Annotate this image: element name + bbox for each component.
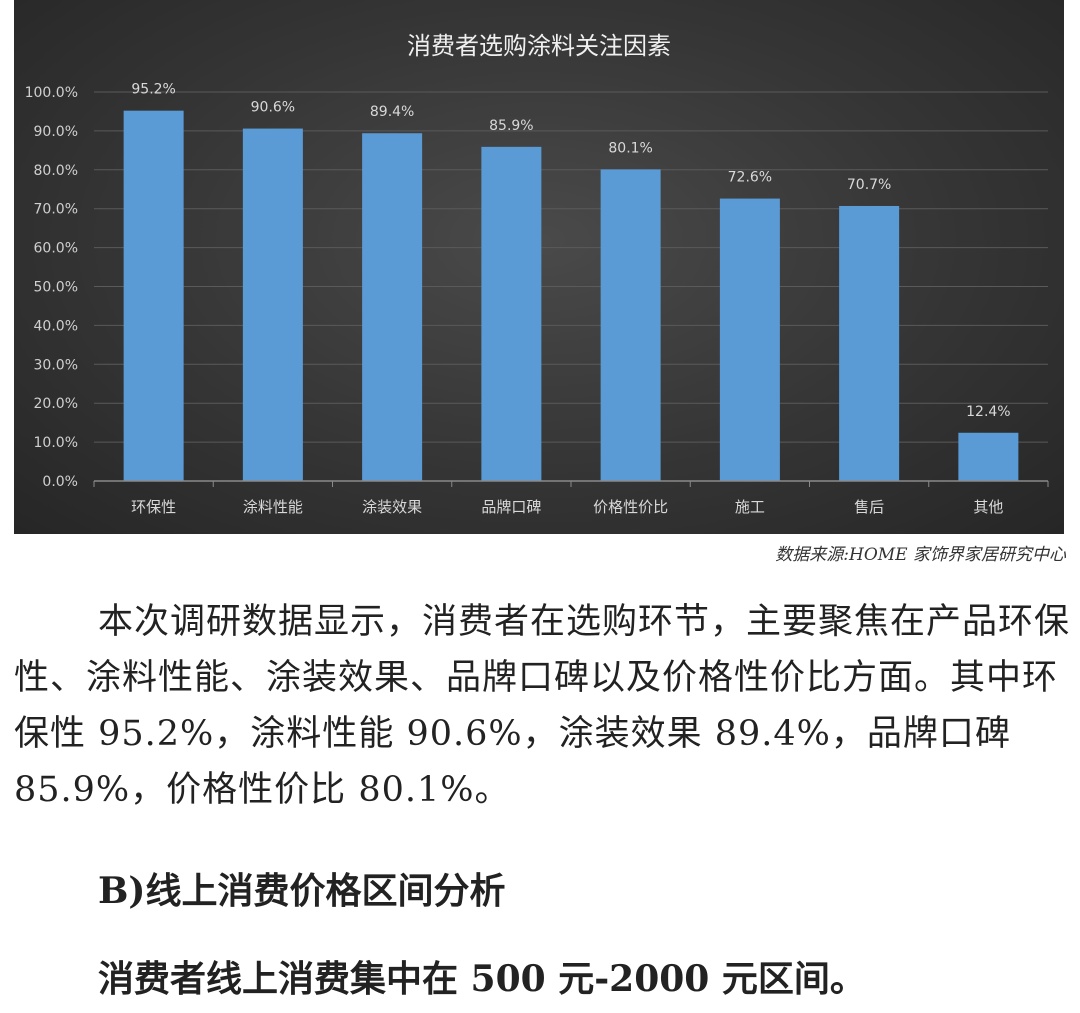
- x-axis-ticks: 环保性 涂料性能 涂装效果 品牌口碑 价格性价比 施工 售后 其他: [93, 481, 1049, 516]
- bar-1: [123, 110, 184, 481]
- bar-5: [600, 169, 661, 481]
- bar-2: [242, 128, 303, 482]
- y-tick-label: 10.0%: [34, 435, 78, 451]
- summary-line: 消费者线上消费集中在 500 元-2000 元区间。: [98, 958, 866, 1000]
- data-label: 95.2%: [131, 82, 175, 98]
- data-labels: 95.2% 90.6% 89.4% 85.9% 80.1% 72.6% 70.7% 12.4%: [131, 82, 1010, 420]
- body-paragraph: 本次调研数据显示，消费者在选购环节，主要聚焦在产品环保性、涂料性能、涂装效果、品…: [14, 602, 1071, 810]
- x-tick-label: 售后: [854, 498, 884, 516]
- y-tick-label: 20.0%: [34, 396, 78, 412]
- chart-title: 消费者选购涂料关注因素: [407, 32, 671, 60]
- y-tick-label: 100.0%: [25, 85, 78, 101]
- x-tick-label: 价格性价比: [593, 498, 668, 516]
- bar-8: [958, 432, 1019, 481]
- bar-chart: 消费者选购涂料关注因素 0.0% 10.0% 20.0% 30.0% 40.0% 50.0…: [25, 32, 1049, 516]
- y-axis-ticks: 0.0% 10.0% 20.0% 30.0% 40.0% 50.0% 60.0% 70.0% 8…: [25, 85, 78, 490]
- y-tick-label: 40.0%: [34, 318, 78, 334]
- data-label: 90.6%: [251, 100, 295, 116]
- data-label: 80.1%: [608, 140, 652, 156]
- y-tick-label: 80.0%: [34, 163, 78, 179]
- x-tick-label: 涂装效果: [362, 498, 422, 516]
- y-tick-label: 50.0%: [34, 280, 78, 296]
- y-tick-label: 70.0%: [34, 202, 78, 218]
- section-heading: B)线上消费价格区间分析: [98, 870, 506, 912]
- y-tick-label: 30.0%: [34, 357, 78, 373]
- chart-panel: 消费者选购涂料关注因素 0.0% 10.0% 20.0% 30.0% 40.0% 50.0…: [14, 0, 1064, 534]
- x-tick-label: 环保性: [131, 498, 176, 516]
- y-tick-label: 90.0%: [34, 124, 78, 140]
- bar-4: [481, 146, 542, 481]
- data-label: 12.4%: [966, 404, 1010, 420]
- y-tick-label: 0.0%: [42, 474, 78, 490]
- y-tick-label: 60.0%: [34, 241, 78, 257]
- x-tick-label: 施工: [735, 498, 765, 516]
- bar-7: [839, 205, 900, 482]
- data-label: 70.7%: [847, 177, 891, 193]
- x-tick-label: 品牌口碑: [481, 498, 541, 516]
- data-source-note: 数据来源:HOME 家饰界家居研究中心: [775, 545, 1066, 565]
- gridlines: [94, 91, 1048, 443]
- bar-3: [362, 133, 423, 481]
- bars: [123, 110, 1019, 482]
- data-label: 89.4%: [370, 104, 414, 120]
- data-label: 85.9%: [489, 118, 533, 134]
- x-tick-label: 涂料性能: [243, 498, 303, 516]
- data-label: 72.6%: [728, 170, 772, 186]
- bar-6: [719, 198, 780, 481]
- x-tick-label: 其他: [973, 498, 1003, 516]
